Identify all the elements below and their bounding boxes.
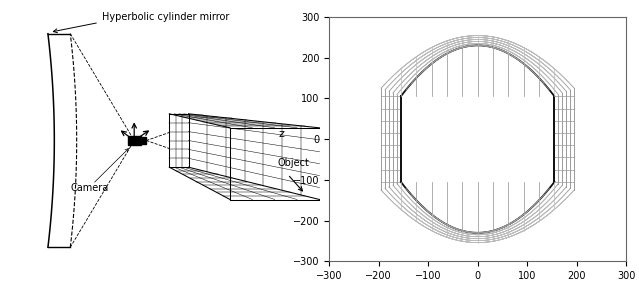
Text: Object: Object	[278, 158, 310, 168]
Bar	[141, 137, 146, 144]
Text: Hyperbolic cylinder mirror: Hyperbolic cylinder mirror	[102, 12, 229, 22]
Bar	[128, 136, 141, 145]
Text: Camera: Camera	[70, 183, 109, 193]
Y-axis label: z: z	[279, 129, 284, 139]
